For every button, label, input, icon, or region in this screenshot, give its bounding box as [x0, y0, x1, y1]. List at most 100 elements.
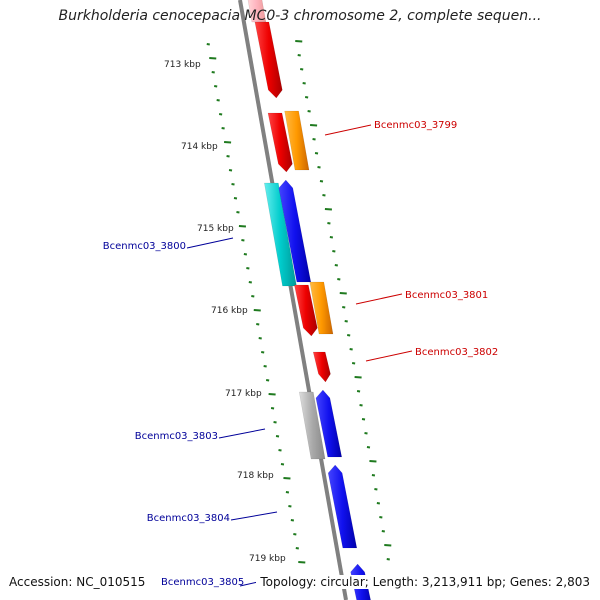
tick-mark — [288, 505, 292, 508]
tick-mark — [319, 180, 324, 183]
gene-feature[interactable] — [309, 281, 334, 335]
tick-mark — [226, 155, 230, 158]
scale-tick-label: 714 kbp — [181, 142, 218, 152]
tick-mark — [214, 85, 218, 88]
map-footer: Accession: NC_010515 Topology: circular;… — [0, 574, 600, 594]
tick-mark — [307, 110, 311, 113]
tick-mark — [251, 295, 255, 298]
tick-mark — [261, 351, 265, 354]
tick-mark — [344, 320, 348, 323]
tick-mark — [295, 40, 303, 43]
gene-feature[interactable] — [254, 21, 283, 99]
label-leader-line — [239, 581, 259, 587]
accession-text: Accession: NC_010515 — [9, 575, 146, 589]
gene-label[interactable]: Bcenmc03_3802 — [415, 347, 498, 358]
tick-mark — [314, 152, 319, 155]
gene-feature[interactable] — [315, 389, 343, 458]
tick-mark — [310, 124, 318, 127]
tick-mark — [322, 194, 326, 197]
tick-mark — [270, 407, 275, 410]
gene-label[interactable]: Bcenmc03_3801 — [405, 290, 488, 301]
tick-mark — [381, 530, 385, 533]
gene-feature[interactable] — [312, 351, 331, 383]
sequence-backbone — [238, 0, 348, 600]
tick-mark — [356, 390, 361, 393]
gene-feature[interactable] — [298, 391, 326, 460]
scale-tick-label: 716 kbp — [211, 306, 248, 316]
map-title: Burkholderia cenocepacia MC0-3 chromosom… — [58, 8, 542, 24]
scale-labels: 713 kbp 714 kbp 715 kbp 716 kbp 717 kbp 718 k… — [164, 60, 286, 564]
tick-mark — [386, 558, 390, 561]
tick-mark — [359, 404, 363, 407]
tick-mark — [384, 544, 392, 547]
gene-label[interactable]: Bcenmc03_3799 — [374, 120, 457, 131]
tick-mark — [209, 57, 217, 60]
gene-label[interactable]: Bcenmc03_3800 — [103, 241, 186, 252]
gene-label[interactable]: Bcenmc03_3804 — [147, 513, 230, 524]
scale-tick-label: 719 kbp — [249, 554, 286, 564]
tick-mark — [256, 323, 260, 326]
tick-mark — [342, 306, 346, 309]
tick-mark — [241, 239, 245, 242]
tick-mark — [280, 463, 285, 466]
label-leader-line — [230, 511, 278, 521]
tick-mark — [228, 169, 233, 172]
tick-mark — [317, 166, 321, 169]
tick-mark — [312, 138, 316, 141]
tick-mark — [324, 208, 332, 211]
tick-mark — [236, 211, 240, 214]
tick-mark — [285, 491, 290, 494]
gene-feature[interactable] — [267, 112, 293, 173]
tick-mark — [231, 183, 235, 186]
tick-mark — [297, 54, 301, 57]
tick-mark — [339, 292, 347, 295]
tick-mark — [298, 561, 306, 564]
tick-mark — [278, 449, 282, 452]
tick-mark — [371, 474, 376, 477]
tick-mark — [258, 337, 262, 340]
tick-mark — [302, 82, 306, 85]
tick-mark — [248, 281, 252, 284]
tick-mark — [337, 278, 341, 281]
gene-feature[interactable] — [294, 284, 318, 337]
tick-mark — [268, 393, 276, 396]
label-leader-line — [365, 350, 413, 362]
tick-mark — [351, 362, 356, 365]
tick-mark — [349, 348, 353, 351]
tick-mark — [376, 502, 381, 505]
tick-mark — [233, 197, 238, 200]
tick-mark — [361, 418, 366, 421]
tick-mark — [224, 141, 232, 144]
tick-mark — [354, 376, 362, 379]
tick-mark — [263, 365, 267, 368]
tick-mark — [211, 71, 215, 74]
tick-mark — [364, 432, 368, 435]
gene-feature[interactable] — [284, 110, 310, 171]
tick-mark — [374, 488, 378, 491]
tick-mark — [366, 446, 371, 449]
gene-label[interactable]: Bcenmc03_3803 — [135, 431, 218, 442]
tick-mark — [300, 68, 304, 71]
label-leader-line — [218, 428, 266, 439]
sequence-stats: Topology: circular; Length: 3,213,911 bp… — [256, 575, 590, 589]
scale-tick-label: 713 kbp — [164, 60, 201, 70]
tick-mark — [216, 99, 220, 102]
gene-label[interactable]: Bcenmc03_3805 — [161, 577, 245, 588]
scale-tick-label: 715 kbp — [197, 224, 234, 234]
gene-feature[interactable] — [278, 179, 312, 283]
scale-tick-label: 717 kbp — [225, 389, 262, 399]
tick-mark — [253, 309, 261, 312]
tick-mark — [347, 334, 351, 337]
label-leader-lines — [186, 124, 413, 587]
gene-features — [247, 0, 371, 600]
tick-mark — [275, 435, 280, 438]
tick-mark — [273, 421, 277, 424]
tick-mark — [283, 477, 291, 480]
right-tick-track — [295, 40, 392, 561]
tick-mark — [334, 264, 338, 267]
tick-mark — [243, 253, 248, 256]
gene-feature[interactable] — [327, 464, 358, 549]
tick-mark — [295, 547, 299, 550]
tick-mark — [369, 460, 377, 463]
